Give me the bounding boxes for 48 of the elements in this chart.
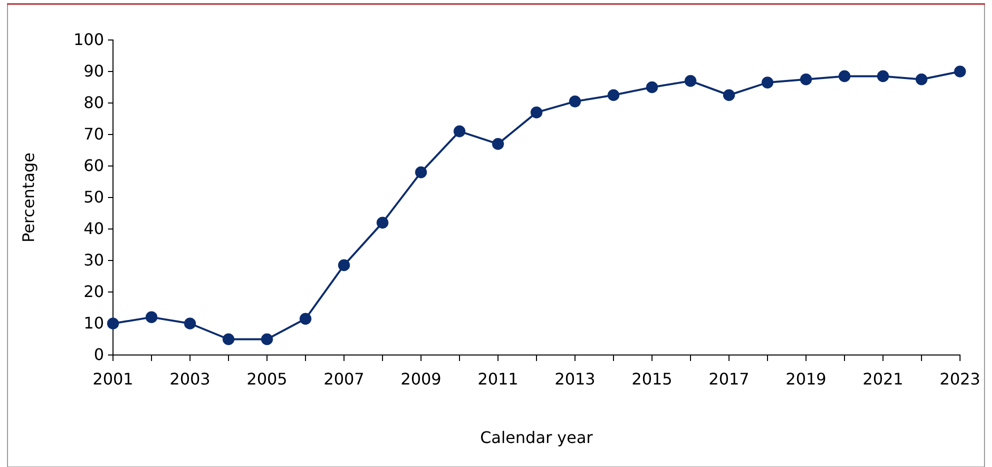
x-tick-label: 2013 <box>554 369 596 388</box>
point <box>954 66 966 78</box>
y-tick-label: 0 <box>94 345 104 364</box>
point <box>222 333 234 346</box>
y-tick-label: 60 <box>84 156 104 176</box>
x-tick-label: 2015 <box>632 369 672 388</box>
y-tick-label: 100 <box>73 30 104 50</box>
x-tick-label: 2017 <box>708 369 750 388</box>
x-tick-label: 2001 <box>92 369 134 388</box>
point <box>454 125 466 138</box>
x-tick-label: 2021 <box>862 369 904 388</box>
point <box>107 318 119 330</box>
point <box>608 89 620 102</box>
point <box>415 166 427 178</box>
y-axis-title: Percentage <box>19 152 38 243</box>
x-tick-label: 2003 <box>170 369 210 388</box>
y-tick-label: 20 <box>84 282 104 302</box>
point <box>376 216 388 229</box>
point <box>569 96 581 108</box>
point <box>261 333 273 346</box>
y-tick-label: 40 <box>84 219 104 238</box>
y-tick-label: 80 <box>84 93 104 112</box>
point <box>646 81 658 94</box>
point <box>723 89 735 102</box>
point <box>338 259 350 272</box>
point <box>146 311 158 324</box>
x-tick-label: 2009 <box>400 369 442 388</box>
x-tick-label: 2005 <box>246 369 288 388</box>
point <box>916 73 928 86</box>
point <box>800 73 812 86</box>
point <box>184 318 196 330</box>
point <box>877 70 889 82</box>
x-tick-label: 2019 <box>786 369 826 388</box>
point <box>530 106 542 118</box>
point <box>762 76 774 88</box>
y-tick-label: 70 <box>84 124 104 144</box>
point <box>684 75 696 87</box>
x-tick-label: 2007 <box>324 369 364 388</box>
y-tick-label: 50 <box>84 188 104 207</box>
point <box>300 312 312 325</box>
x-tick-label: 2011 <box>478 369 518 388</box>
y-tick-label: 30 <box>84 250 104 270</box>
y-tick-label: 90 <box>84 62 104 81</box>
y-tick-label: 10 <box>84 314 104 333</box>
point <box>838 70 850 82</box>
x-tick-label: 2023 <box>940 369 980 388</box>
point <box>492 138 504 150</box>
x-axis-title: Calendar year <box>480 428 594 447</box>
